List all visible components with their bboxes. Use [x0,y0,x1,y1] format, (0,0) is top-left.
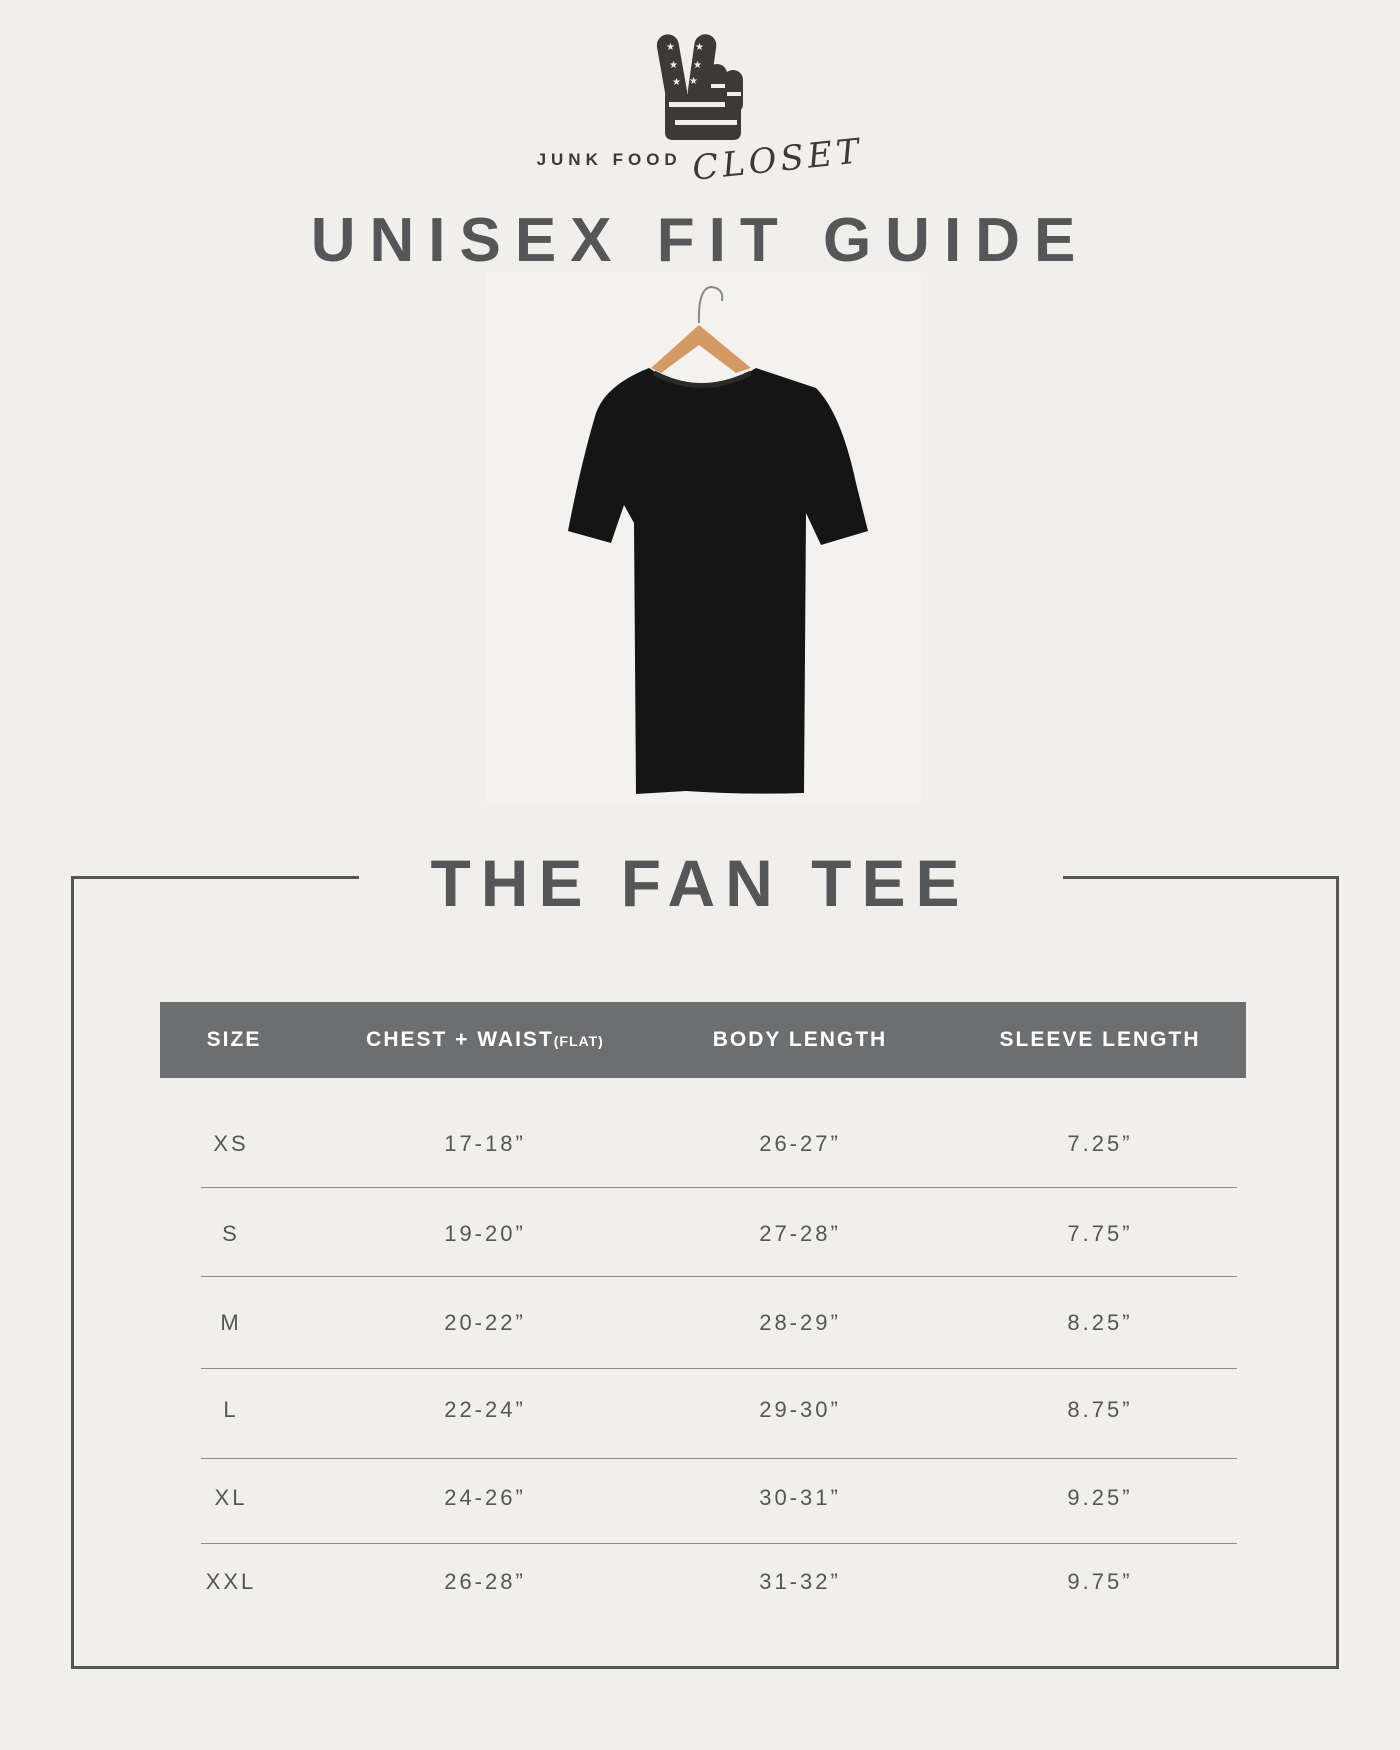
svg-text:★: ★ [693,60,702,71]
cell-size: M [220,1310,242,1335]
cell-body-length: 31-32” [759,1569,841,1594]
cell-chest-waist: 26-28” [444,1569,526,1594]
table-row: M 20-22” 28-29” 8.25” [0,1303,1400,1343]
header-flat-note: (FLAT) [553,1033,604,1049]
header-sleeve-length: SLEEVE LENGTH [999,1028,1201,1051]
cell-chest-waist: 17-18” [444,1131,526,1156]
table-row: XXL 26-28” 31-32” 9.75” [0,1562,1400,1602]
table-row: XL 24-26” 30-31” 9.25” [0,1478,1400,1518]
header-body-length: BODY LENGTH [712,1028,888,1051]
brand-name-part2: CLOSET [690,131,866,189]
row-divider [201,1187,1237,1188]
tshirt-on-hanger-icon [568,285,868,794]
table-header: SIZE CHEST + WAIST(FLAT) BODY LENGTH SLE… [160,1002,1246,1078]
cell-size: S [222,1221,240,1246]
svg-text:★: ★ [695,42,704,53]
frame-top-left-line [71,876,359,879]
cell-size: XXL [205,1569,257,1594]
cell-size: L [223,1397,239,1422]
table-row: S 19-20” 27-28” 7.75” [0,1214,1400,1254]
cell-chest-waist: 20-22” [444,1310,526,1335]
page-title: UNISEX FIT GUIDE [310,206,1090,275]
cell-body-length: 28-29” [759,1310,841,1335]
peace-hand-logo-icon: ★ ★ ★ ★ ★ ★ [656,34,743,140]
frame-top-right-line [1063,876,1339,879]
cell-sleeve-length: 8.75” [1067,1397,1133,1422]
header-chest-waist: CHEST + WAIST(FLAT) [366,1002,604,1079]
cell-sleeve-length: 7.75” [1067,1221,1133,1246]
row-divider [201,1276,1237,1277]
row-divider [201,1458,1237,1459]
row-divider [201,1368,1237,1369]
header-size: SIZE [206,1028,262,1051]
cell-body-length: 27-28” [759,1221,841,1246]
cell-body-length: 30-31” [759,1485,841,1510]
brand-name-part1: JUNK FOOD [536,150,682,169]
row-divider [201,1543,1237,1544]
brand-wordmark: JUNK FOOD CLOSET [0,131,1400,189]
header-chest-waist-label: CHEST + WAIST [366,1028,554,1051]
cell-sleeve-length: 8.25” [1067,1310,1133,1335]
cell-size: XS [213,1131,249,1156]
cell-body-length: 26-27” [759,1131,841,1156]
table-row: XS 17-18” 26-27” 7.25” [0,1124,1400,1164]
svg-text:★: ★ [666,42,675,53]
cell-sleeve-length: 7.25” [1067,1131,1133,1156]
product-name: THE FAN TEE [430,846,970,920]
cell-chest-waist: 24-26” [444,1485,526,1510]
cell-chest-waist: 22-24” [444,1397,526,1422]
product-image [486,273,921,804]
cell-size: XL [214,1485,248,1510]
cell-chest-waist: 19-20” [444,1221,526,1246]
svg-text:★: ★ [672,77,681,88]
size-chart-frame [71,876,1339,1669]
svg-text:★: ★ [689,76,698,87]
cell-body-length: 29-30” [759,1397,841,1422]
cell-sleeve-length: 9.25” [1067,1485,1133,1510]
cell-sleeve-length: 9.75” [1067,1569,1133,1594]
svg-text:★: ★ [669,60,678,71]
table-row: L 22-24” 29-30” 8.75” [0,1390,1400,1430]
